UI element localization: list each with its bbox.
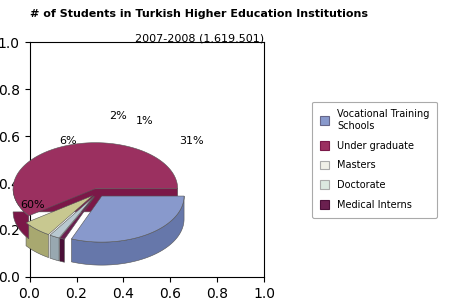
Polygon shape (72, 196, 184, 242)
Polygon shape (50, 235, 59, 261)
Polygon shape (60, 238, 64, 262)
Polygon shape (72, 196, 184, 265)
Polygon shape (26, 223, 48, 258)
Text: 31%: 31% (179, 136, 204, 147)
Text: 1%: 1% (136, 116, 154, 126)
Legend: Vocational Training
Schools, Under graduate, Masters, Doctorate, Medical Interns: Vocational Training Schools, Under gradu… (312, 101, 437, 218)
Text: 2%: 2% (109, 111, 127, 121)
Text: 60%: 60% (21, 200, 46, 210)
Text: # of Students in Turkish Higher Education Institutions: # of Students in Turkish Higher Educatio… (30, 9, 368, 19)
Polygon shape (26, 196, 92, 234)
Text: 2007-2008 (1.619.501): 2007-2008 (1.619.501) (135, 33, 264, 43)
Text: 6%: 6% (59, 136, 77, 147)
Polygon shape (50, 196, 94, 238)
Polygon shape (13, 189, 178, 239)
Polygon shape (13, 143, 178, 216)
Polygon shape (60, 197, 95, 239)
